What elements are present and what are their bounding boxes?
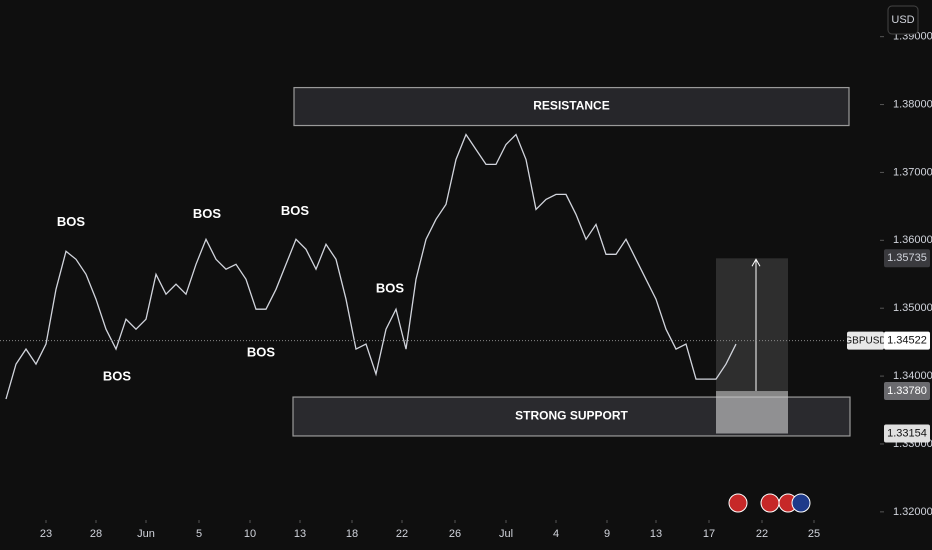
entry-label-box xyxy=(884,382,930,401)
x-tick-label: 26 xyxy=(449,528,461,540)
annotation: BOS xyxy=(281,203,310,218)
x-tick-label: 13 xyxy=(650,528,662,540)
event-icon xyxy=(760,493,780,513)
symbol-label: GBPUSD xyxy=(844,335,886,346)
y-tick-label: 1.36000 xyxy=(893,234,932,246)
annotation: BOS xyxy=(247,345,276,360)
zone xyxy=(293,86,850,127)
x-tick-label: 22 xyxy=(396,528,408,540)
target-label-box xyxy=(884,249,930,268)
annotation: BOS xyxy=(57,214,86,229)
event-icon xyxy=(728,493,748,513)
x-tick-label: 22 xyxy=(756,528,768,540)
event-icons xyxy=(728,493,811,513)
price-line xyxy=(5,133,737,400)
x-tick-label: 23 xyxy=(40,528,52,540)
x-tick-label: 18 xyxy=(346,528,358,540)
annotation: BOS xyxy=(103,369,132,384)
currency-button[interactable] xyxy=(887,5,919,35)
x-tick-label: 25 xyxy=(808,528,820,540)
x-tick-label: Jun xyxy=(137,528,155,540)
loss-zone xyxy=(716,391,788,434)
x-tick-label: 9 xyxy=(604,528,610,540)
annotation: BOS xyxy=(193,206,222,221)
zone-label: RESISTANCE xyxy=(533,99,609,113)
y-tick-label: 1.38000 xyxy=(893,98,932,110)
y-tick-label: 1.35000 xyxy=(893,302,932,314)
plot: 1.390001.380001.370001.360001.350001.340… xyxy=(0,31,932,540)
x-tick-label: 4 xyxy=(553,528,559,540)
currency-label: USD xyxy=(891,14,914,26)
y-tick-label: 1.32000 xyxy=(893,506,932,518)
last-price-label: 1.34522 xyxy=(887,335,927,347)
entry-label: 1.33780 xyxy=(887,385,927,397)
last-price-label-box xyxy=(884,331,930,350)
y-tick-label: 1.34000 xyxy=(893,370,932,382)
x-tick-label: Jul xyxy=(499,528,513,540)
symbol-box xyxy=(847,331,884,350)
x-tick-label: 17 xyxy=(703,528,715,540)
x-tick-label: 10 xyxy=(244,528,256,540)
zone-label: STRONG SUPPORT xyxy=(515,409,628,423)
event-icon xyxy=(791,493,811,513)
x-tick-label: 13 xyxy=(294,528,306,540)
x-tick-label: 28 xyxy=(90,528,102,540)
x-tick-label: 5 xyxy=(196,528,202,540)
annotation: BOS xyxy=(376,281,405,296)
arrow-head xyxy=(751,258,761,267)
target-label: 1.35735 xyxy=(887,252,927,264)
profit-zone xyxy=(716,258,788,392)
y-tick-label: 1.37000 xyxy=(893,166,932,178)
stop-label: 1.33154 xyxy=(887,427,927,439)
stop-label-box xyxy=(884,424,930,443)
